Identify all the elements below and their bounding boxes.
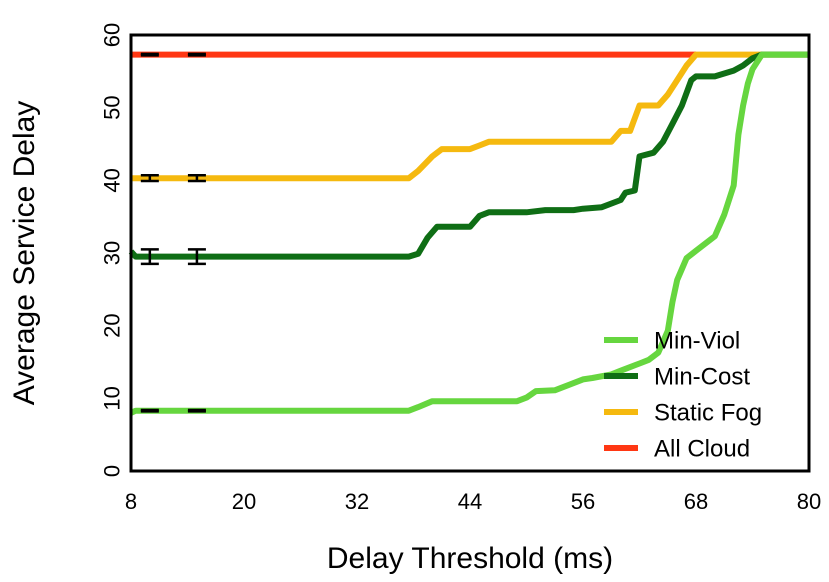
series-line-min-viol: [129, 51, 809, 416]
legend-item: Static Fog: [604, 399, 762, 426]
error-bar: [187, 52, 206, 57]
x-tick-label: 44: [458, 489, 482, 514]
error-bar: [187, 408, 206, 413]
x-axis-title: Delay Threshold (ms): [327, 542, 613, 575]
y-tick-label: 50: [100, 95, 125, 119]
y-tick-label: 40: [100, 168, 125, 192]
plot-area-frame: [129, 33, 811, 473]
y-tick-label: 30: [100, 241, 125, 265]
x-tick-label: 80: [797, 489, 821, 514]
y-axis-title: Average Service Delay: [8, 101, 41, 406]
legend-item: All Cloud: [604, 435, 750, 462]
x-tick-label: 20: [232, 489, 256, 514]
error-bar: [187, 173, 206, 183]
x-tick-label: 32: [345, 489, 369, 514]
x-tick-label: 68: [684, 489, 708, 514]
legend-label: Static Fog: [654, 399, 762, 426]
error-bar: [140, 408, 159, 413]
legend-label: All Cloud: [654, 435, 750, 462]
y-tick-label: 0: [100, 465, 125, 477]
x-tick-label: 8: [125, 489, 137, 514]
ticks-layer: 8 20 32 44 56 68 80 0 10 20 30 40 50 60: [100, 23, 822, 514]
error-bar: [140, 52, 159, 57]
error-bar: [187, 248, 206, 266]
series-layer: [128, 51, 809, 416]
series-line-min-cost: [128, 51, 809, 260]
error-bar: [140, 248, 159, 266]
error-bar: [140, 173, 159, 183]
y-tick-label: 20: [100, 313, 125, 337]
error-bar-layer: [140, 52, 206, 413]
legend-label: Min-Viol: [654, 327, 740, 354]
y-tick-label: 10: [100, 386, 125, 410]
legend: Min-Viol Min-Cost Static Fog All Cloud: [604, 327, 762, 462]
y-tick-label: 60: [100, 23, 125, 47]
series-line-static-fog: [131, 51, 809, 182]
x-tick-label: 56: [571, 489, 595, 514]
legend-item: Min-Viol: [604, 327, 740, 354]
legend-label: Min-Cost: [654, 363, 750, 390]
legend-item: Min-Cost: [604, 363, 750, 390]
